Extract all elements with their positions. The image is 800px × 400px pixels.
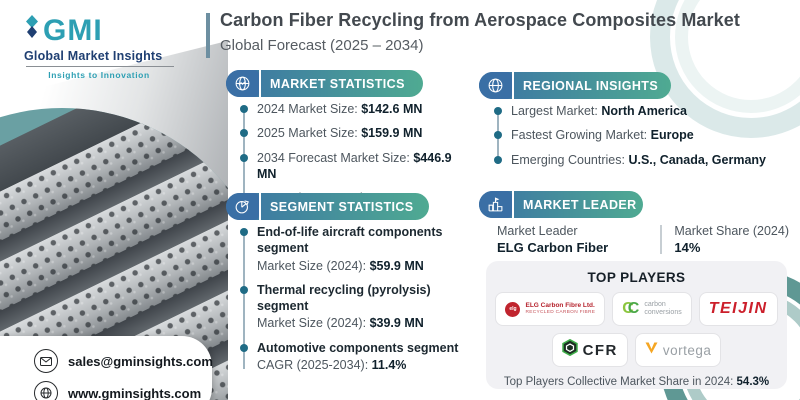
region-label: Largest Market: bbox=[511, 104, 598, 118]
top-players-footer: Top Players Collective Market Share in 2… bbox=[486, 376, 787, 388]
page-title: Carbon Fiber Recycling from Aerospace Co… bbox=[220, 10, 740, 30]
segment-value: $39.9 MN bbox=[369, 316, 424, 331]
logo-teijin: TEIJIN bbox=[698, 292, 778, 326]
cfr-hexagon-icon bbox=[561, 338, 578, 361]
regional-insights-header: REGIONAL INSIGHTS bbox=[479, 72, 671, 99]
elg-logo-icon: elg bbox=[505, 301, 521, 317]
top-players-row-1: elg ELG Carbon Fibre Ltd. RECYCLED CARBO… bbox=[486, 292, 787, 326]
carbon-fiber-image-panel: GMI Global Market Insights Insights to I… bbox=[0, 0, 228, 400]
title-accent-bar bbox=[206, 13, 210, 58]
stat-label: 2024 Market Size: bbox=[257, 102, 358, 116]
market-share-label: Market Share (2024) bbox=[674, 224, 789, 238]
gmi-divider bbox=[26, 66, 174, 67]
carbon-conversions-line2: conversions bbox=[644, 309, 682, 316]
market-leader-heading: MARKET LEADER bbox=[523, 197, 637, 212]
list-item: 2024 Market Size: $142.6 MN bbox=[240, 101, 468, 117]
stat-label: 2025 Market Size: bbox=[257, 126, 358, 141]
gmi-tagline: Insights to Innovation bbox=[48, 70, 150, 80]
market-statistics-heading: MARKET STATISTICS bbox=[270, 76, 405, 91]
list-item: 2034 Forecast Market Size: $446.9 MN bbox=[240, 150, 468, 183]
segment-statistics-header: SEGMENT STATISTICS bbox=[226, 193, 429, 220]
segment-title: End-of-life aircraft components segment bbox=[257, 225, 443, 256]
segment-label: CAGR (2025-2034): bbox=[257, 357, 369, 372]
list-item: End-of-life aircraft components segment … bbox=[240, 224, 476, 274]
segment-value: 11.4% bbox=[371, 357, 407, 372]
segment-statistics-list: End-of-life aircraft components segment … bbox=[240, 224, 476, 381]
region-value: U.S., Canada, Germany bbox=[628, 152, 766, 167]
top-players-heading: TOP PLAYERS bbox=[587, 270, 686, 285]
region-value: North America bbox=[601, 104, 687, 118]
podium-winner-icon bbox=[479, 191, 512, 218]
list-item: Fastest Growing Market: Europe bbox=[494, 127, 794, 143]
stat-label: 2034 Forecast Market Size: bbox=[257, 150, 410, 165]
market-leader-header: MARKET LEADER bbox=[479, 191, 643, 218]
list-item: Automotive components segment CAGR (2025… bbox=[240, 340, 476, 374]
segment-title: Thermal recycling (pyrolysis) segment bbox=[257, 282, 431, 313]
pie-chart-icon bbox=[226, 193, 259, 220]
contact-email-row[interactable]: sales@gminsights.com bbox=[0, 345, 213, 377]
top-players-card: TOP PLAYERS elg ELG Carbon Fibre Ltd. RE… bbox=[486, 261, 787, 389]
list-item: Largest Market: North America bbox=[494, 103, 794, 119]
logo-elg-carbon-fibre: elg ELG Carbon Fibre Ltd. RECYCLED CARBO… bbox=[495, 292, 606, 326]
region-value: Europe bbox=[650, 128, 694, 143]
stat-value: $142.6 MN bbox=[361, 102, 423, 116]
list-item: 2025 Market Size: $159.9 MN bbox=[240, 125, 468, 141]
gmi-logo: GMI Global Market Insights Insights to I… bbox=[24, 14, 184, 80]
elg-logo-line2: RECYCLED CARBON FIBRE bbox=[525, 310, 596, 316]
regional-insights-list: Largest Market: North America Fastest Gr… bbox=[494, 103, 794, 176]
market-leader-name: ELG Carbon Fiber bbox=[497, 240, 609, 255]
segment-title: Automotive components segment bbox=[257, 340, 459, 355]
globe-icon bbox=[34, 381, 58, 400]
logo-carbon-conversions: CC carbon conversions bbox=[612, 292, 692, 326]
segment-statistics-heading: SEGMENT STATISTICS bbox=[270, 199, 414, 214]
market-share-column: Market Share (2024) 14% bbox=[674, 224, 789, 255]
gmi-acronym: GMI bbox=[43, 13, 103, 47]
stat-value: $159.9 MN bbox=[361, 126, 423, 141]
top-players-row-2: CFR vortega bbox=[486, 333, 787, 367]
list-item: Emerging Countries: U.S., Canada, German… bbox=[494, 152, 794, 168]
market-leader-column: Market Leader ELG Carbon Fiber bbox=[497, 224, 648, 255]
contact-website: www.gminsights.com bbox=[68, 385, 202, 400]
elg-logo-line1: ELG Carbon Fibre Ltd. bbox=[525, 302, 595, 310]
region-label: Fastest Growing Market: bbox=[511, 128, 648, 143]
carbon-conversions-cc-icon: CC bbox=[622, 300, 640, 317]
market-leader-info: Market Leader ELG Carbon Fiber Market Sh… bbox=[497, 224, 789, 255]
carbon-conversions-line1: carbon bbox=[644, 300, 666, 308]
stat-value: $446.9 MN bbox=[257, 150, 452, 181]
logo-cfr: CFR bbox=[551, 333, 628, 367]
vortega-wordmark: vortega bbox=[662, 342, 712, 358]
collective-share-label: Top Players Collective Market Share in 2… bbox=[503, 376, 734, 388]
header-divider bbox=[512, 191, 514, 218]
globe-chart-icon bbox=[226, 70, 259, 97]
gmi-company-name: Global Market Insights bbox=[24, 49, 163, 63]
contact-website-row[interactable]: www.gminsights.com bbox=[0, 377, 212, 400]
market-leader-label: Market Leader bbox=[497, 224, 578, 238]
page-subtitle: Global Forecast (2025 – 2034) bbox=[220, 37, 424, 54]
vortega-v-icon bbox=[645, 341, 658, 359]
list-item: Thermal recycling (pyrolysis) segment Ma… bbox=[240, 282, 476, 332]
globe-icon bbox=[479, 72, 512, 99]
header-divider bbox=[259, 193, 261, 220]
contact-card: sales@gminsights.com www.gminsights.com bbox=[0, 336, 213, 400]
region-label: Emerging Countries: bbox=[511, 152, 625, 167]
contact-email: sales@gminsights.com bbox=[68, 353, 213, 369]
teijin-wordmark: TEIJIN bbox=[708, 300, 768, 317]
gmi-diamond-icon bbox=[24, 14, 40, 47]
header-divider bbox=[259, 70, 261, 97]
segment-label: Market Size (2024): bbox=[257, 258, 367, 273]
collective-share-value: 54.3% bbox=[736, 376, 770, 388]
segment-value: $59.9 MN bbox=[369, 258, 424, 273]
cfr-wordmark: CFR bbox=[582, 341, 618, 359]
logo-vortega: vortega bbox=[634, 333, 722, 367]
segment-label: Market Size (2024): bbox=[257, 316, 367, 331]
header-divider bbox=[512, 72, 514, 99]
market-share-value: 14% bbox=[674, 240, 701, 255]
envelope-icon bbox=[34, 349, 58, 373]
market-statistics-header: MARKET STATISTICS bbox=[226, 70, 423, 97]
vertical-divider bbox=[660, 225, 663, 254]
regional-insights-heading: REGIONAL INSIGHTS bbox=[523, 78, 659, 93]
